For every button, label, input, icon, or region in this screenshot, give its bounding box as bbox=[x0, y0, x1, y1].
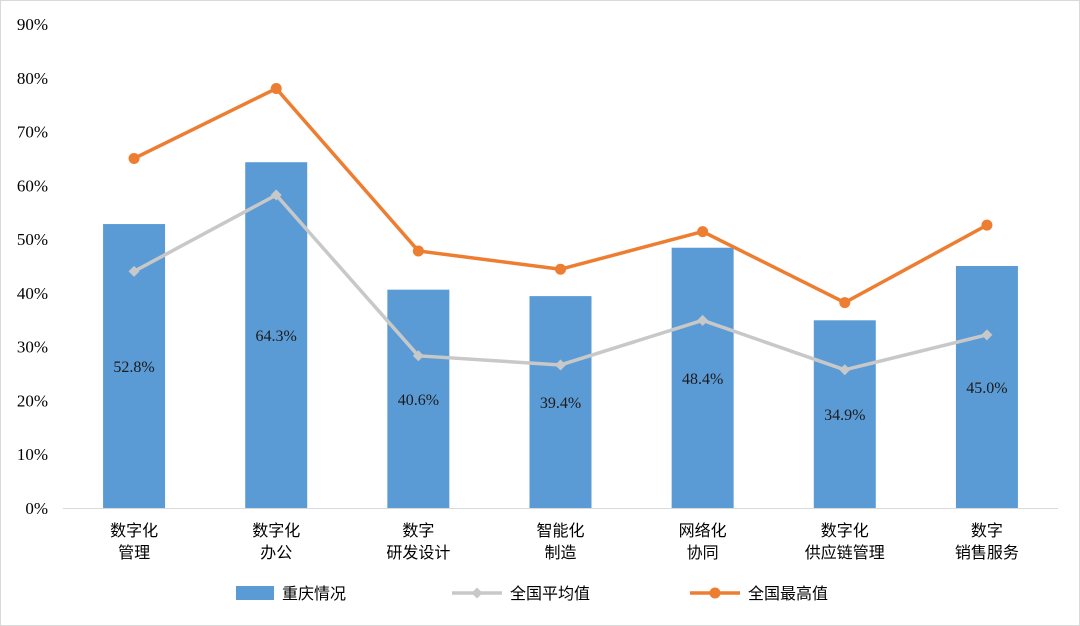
bar bbox=[387, 289, 450, 508]
line-point bbox=[839, 297, 851, 309]
bar-data-label: 40.6% bbox=[398, 392, 439, 409]
y-tick-label: 70% bbox=[17, 123, 48, 142]
x-category-label: 网络化协同 bbox=[679, 521, 727, 562]
line-point bbox=[412, 245, 424, 257]
bar bbox=[955, 266, 1018, 508]
bar-data-labels: 52.8% 64.3% 40.6% 39.4% 48.4% 34.9% 45.0% bbox=[113, 328, 1007, 424]
series-national-max bbox=[128, 83, 993, 309]
line-point bbox=[270, 83, 282, 95]
line-point bbox=[128, 152, 140, 164]
y-tick-label: 90% bbox=[17, 15, 48, 34]
legend-label: 全国平均值 bbox=[510, 584, 590, 603]
y-tick-label: 80% bbox=[17, 69, 48, 88]
line-point bbox=[697, 226, 709, 238]
bar bbox=[813, 320, 876, 508]
x-category-label: 数字化办公 bbox=[252, 521, 300, 562]
line-point bbox=[555, 263, 566, 275]
y-tick-label: 40% bbox=[17, 284, 48, 303]
legend-label: 重庆情况 bbox=[282, 584, 346, 603]
legend-item: 全国平均值 bbox=[452, 584, 590, 603]
y-tick-label: 60% bbox=[17, 176, 48, 195]
line-point bbox=[270, 189, 282, 201]
bar-data-label: 45.0% bbox=[966, 380, 1007, 397]
x-category-label: 数字研发设计 bbox=[386, 521, 450, 562]
x-category-label: 数字化管理 bbox=[110, 521, 158, 562]
bar bbox=[671, 247, 734, 508]
bar-data-label: 52.8% bbox=[113, 359, 154, 376]
line-point bbox=[697, 314, 709, 326]
bar-data-label: 48.4% bbox=[682, 371, 723, 388]
x-category-label: 数字化供应链管理 bbox=[805, 521, 885, 562]
bar-data-label: 34.9% bbox=[824, 407, 865, 424]
bar-series bbox=[103, 162, 1018, 508]
line-point bbox=[412, 350, 424, 362]
series-national-average bbox=[128, 189, 993, 376]
x-category-label: 数字销售服务 bbox=[955, 521, 1019, 562]
x-axis: 数字化管理 数字化办公 数字研发设计 智能化制造 网络化协同 数字化供应链管理 数字销售服务 bbox=[63, 508, 1058, 562]
x-category-label: 智能化制造 bbox=[536, 521, 584, 562]
line-point bbox=[128, 265, 140, 277]
legend-label: 全国最高值 bbox=[748, 584, 828, 603]
legend-item: 全国最高值 bbox=[690, 584, 828, 603]
y-tick-label: 0% bbox=[25, 499, 48, 518]
bar-data-label: 39.4% bbox=[540, 395, 581, 412]
legend: 重庆情况 全国平均值 全国最高值 bbox=[236, 584, 828, 603]
line-point bbox=[555, 359, 566, 371]
legend-marker bbox=[709, 587, 721, 599]
y-tick-label: 50% bbox=[17, 230, 48, 249]
line-point bbox=[981, 219, 993, 231]
line-series bbox=[128, 83, 993, 376]
line-point bbox=[981, 329, 993, 341]
line-point bbox=[839, 364, 851, 376]
y-axis: 0% 10% 20% 30% 40% 50% 60% 70% 80% 90% bbox=[17, 15, 48, 518]
bar bbox=[529, 296, 592, 508]
legend-marker bbox=[471, 587, 483, 599]
legend-item: 重庆情况 bbox=[236, 584, 346, 603]
y-tick-label: 30% bbox=[17, 338, 48, 357]
bar-data-label: 64.3% bbox=[256, 328, 297, 345]
y-tick-label: 10% bbox=[17, 445, 48, 464]
legend-swatch bbox=[236, 586, 274, 600]
y-tick-label: 20% bbox=[17, 391, 48, 410]
